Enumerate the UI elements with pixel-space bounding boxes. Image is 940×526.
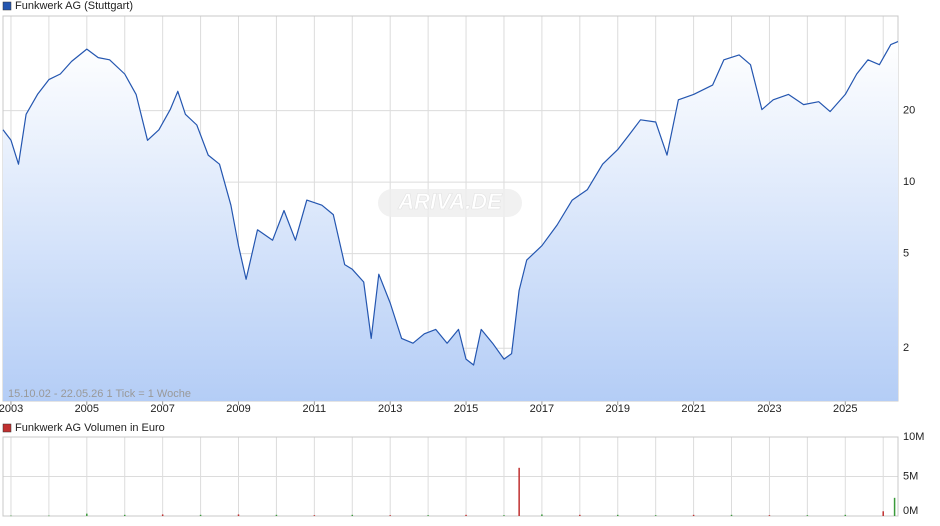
watermark-pill <box>378 189 522 217</box>
volume-bar <box>893 497 896 516</box>
legend-swatch <box>2 423 12 433</box>
volume-bar <box>806 515 809 516</box>
x-tick-label: 2021 <box>681 403 705 415</box>
volume-bar <box>654 515 657 516</box>
x-tick-label: 2013 <box>378 403 402 415</box>
volume-bar <box>427 515 429 516</box>
x-tick-label: 2023 <box>757 403 781 415</box>
y-tick-label: 20 <box>903 104 915 116</box>
price-area <box>3 41 898 401</box>
y-tick-label: 10 <box>903 176 915 188</box>
legend-swatch <box>2 1 12 11</box>
volume-bar <box>48 515 50 517</box>
volume-bar <box>351 514 354 516</box>
x-tick-label: 2005 <box>75 403 99 415</box>
x-tick-label: 2017 <box>530 403 554 415</box>
footer-note: 15.10.02 - 22.05.26 1 Tick = 1 Woche <box>8 388 191 400</box>
volume-bar <box>237 514 240 516</box>
volume-bar <box>389 515 391 516</box>
volume-bar <box>692 514 695 516</box>
volume-bar <box>844 514 847 516</box>
watermark: ARIVA.DE <box>378 189 522 217</box>
legend-label: Funkwerk AG Volumen in Euro <box>15 422 165 434</box>
volume-bar <box>10 515 12 517</box>
volume-bar <box>730 514 733 516</box>
x-tick-label: 2009 <box>226 403 250 415</box>
volume-bar <box>882 511 884 516</box>
price-line <box>2 41 899 366</box>
volume-bar <box>199 514 202 516</box>
volume-bar <box>313 515 316 516</box>
volume-bar <box>518 467 520 516</box>
volume-bar <box>465 514 467 516</box>
y-tick-label: 5 <box>903 248 909 260</box>
watermark-text: ARIVA.DE <box>397 189 503 214</box>
volume-bar <box>541 514 543 516</box>
x-tick-label: 2007 <box>150 403 174 415</box>
x-tick-label: 2025 <box>833 403 857 415</box>
volume-bar <box>161 514 164 516</box>
volume-bar <box>579 514 581 516</box>
y-tick-label: 10M <box>903 431 924 443</box>
volume-bar <box>503 515 505 516</box>
volume-bar <box>616 514 619 516</box>
y-tick-label: 5M <box>903 470 918 482</box>
volume-bar <box>275 514 278 516</box>
volume-bar <box>768 515 771 516</box>
plot-frame <box>2 436 899 517</box>
x-tick-label: 2011 <box>303 403 327 415</box>
x-tick-label: 2015 <box>454 403 478 415</box>
x-tick-label: 2019 <box>606 403 630 415</box>
x-tick-label: 2003 <box>0 403 23 415</box>
volume-bar <box>86 513 88 516</box>
y-tick-label: 2 <box>903 342 909 354</box>
volume-bar <box>123 514 126 516</box>
y-tick-label: 0M <box>903 505 918 517</box>
legend-label: Funkwerk AG (Stuttgart) <box>15 0 133 12</box>
